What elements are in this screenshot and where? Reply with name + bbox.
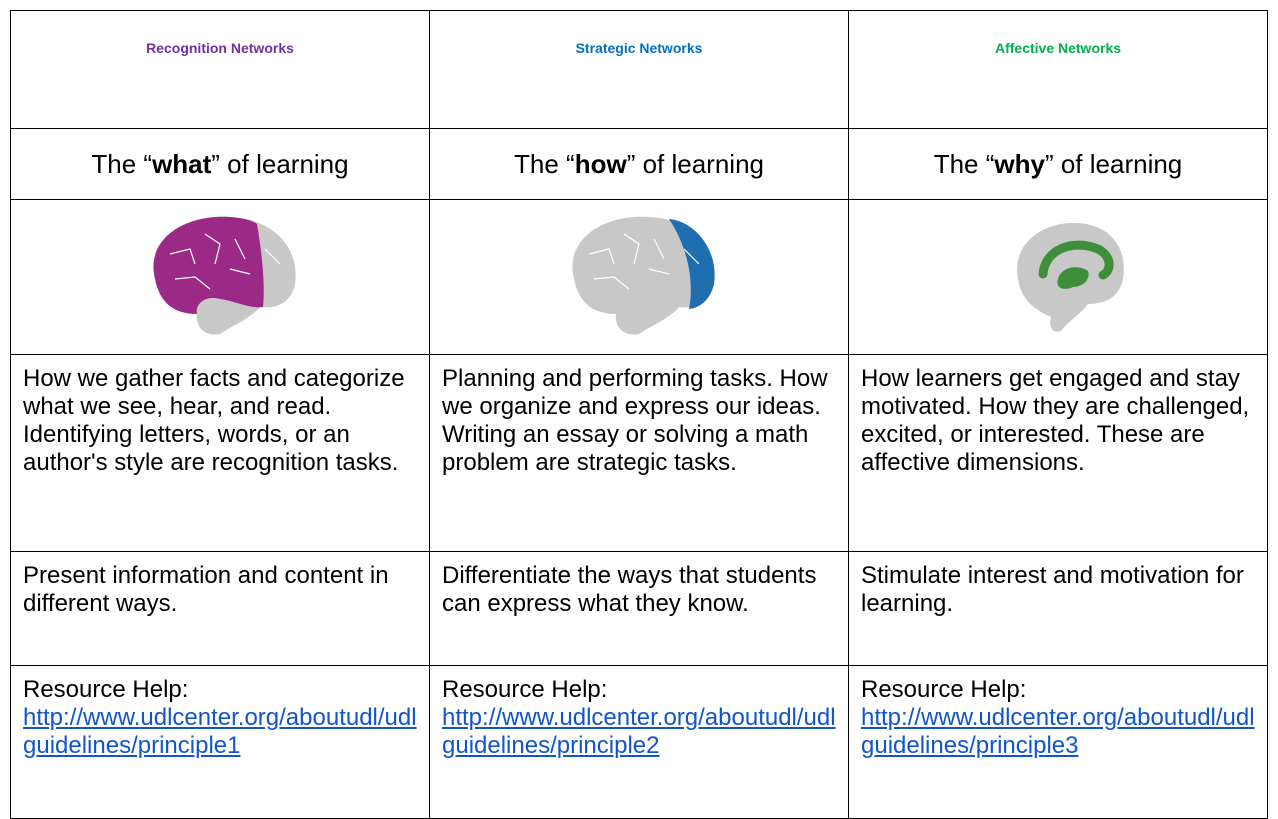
tagline-text: ” of learning bbox=[211, 149, 349, 179]
action-cell: Differentiate the ways that students can… bbox=[429, 551, 849, 666]
image-cell bbox=[429, 199, 849, 355]
tagline-cell: The “what” of learning bbox=[10, 128, 430, 200]
brain-image bbox=[153, 216, 296, 335]
tagline-cell: The “how” of learning bbox=[429, 128, 849, 200]
udl-table: Recognition Networks Strategic Networks Af… bbox=[10, 10, 1268, 819]
header-text: Affective Networks bbox=[994, 40, 1122, 56]
header-cell: Recognition Networks bbox=[10, 10, 430, 129]
brain-sulci bbox=[588, 233, 700, 289]
tagline-text: The “ bbox=[933, 149, 995, 179]
header-row: Recognition Networks Strategic Networks Af… bbox=[10, 10, 1268, 129]
resource-link[interactable]: http://www.udlcenter.org/aboutudl/udlgui… bbox=[442, 704, 836, 759]
image-cell bbox=[10, 199, 430, 355]
resource-label: Resource Help: bbox=[442, 676, 608, 703]
action-cell: Present information and content in diffe… bbox=[10, 551, 430, 666]
resource-row: Resource Help: http://www.udlcenter.org/a… bbox=[10, 665, 1268, 819]
tagline-text: ” of learning bbox=[626, 149, 764, 179]
resource-label: Resource Help: bbox=[861, 676, 1027, 703]
tagline-text: The “ bbox=[91, 149, 153, 179]
brain-region bbox=[1057, 266, 1089, 289]
header-text: Recognition Networks bbox=[146, 40, 294, 56]
action-text: Stimulate interest and motivation for le… bbox=[861, 562, 1244, 617]
resource-label: Resource Help: bbox=[23, 676, 189, 703]
brain-outline bbox=[572, 216, 715, 335]
image-cell bbox=[848, 199, 1268, 355]
description-cell: Planning and performing tasks. How we or… bbox=[429, 354, 849, 552]
header-cell: Strategic Networks bbox=[429, 10, 849, 129]
description-cell: How learners get engaged and stay motiva… bbox=[848, 354, 1268, 552]
tagline-row: The “what” of learning The “how” of learn… bbox=[10, 128, 1268, 200]
action-text: Differentiate the ways that students can… bbox=[442, 562, 817, 617]
resource-cell: Resource Help: http://www.udlcenter.org/a… bbox=[10, 665, 430, 819]
resource-link[interactable]: http://www.udlcenter.org/aboutudl/udlgui… bbox=[23, 704, 417, 759]
header-cell: Affective Networks bbox=[848, 10, 1268, 129]
resource-cell: Resource Help: http://www.udlcenter.org/a… bbox=[848, 665, 1268, 819]
resource-cell: Resource Help: http://www.udlcenter.org/a… bbox=[429, 665, 849, 819]
brain-sulci bbox=[169, 233, 281, 289]
header-text: Strategic Networks bbox=[575, 40, 703, 56]
description-cell: How we gather facts and categorize what … bbox=[10, 354, 430, 552]
brain-image bbox=[1017, 222, 1124, 332]
description-text: How learners get engaged and stay motiva… bbox=[861, 365, 1250, 476]
tagline-cell: The “why” of learning bbox=[848, 128, 1268, 200]
resource-link[interactable]: http://www.udlcenter.org/aboutudl/udlgui… bbox=[861, 704, 1255, 759]
brain-image bbox=[572, 216, 715, 335]
action-row: Present information and content in diffe… bbox=[10, 551, 1268, 666]
brain-region bbox=[1038, 240, 1114, 279]
brain-region bbox=[669, 218, 715, 309]
tagline-bold: how bbox=[574, 149, 627, 179]
description-row: How we gather facts and categorize what … bbox=[10, 354, 1268, 552]
action-cell: Stimulate interest and motivation for le… bbox=[848, 551, 1268, 666]
action-text: Present information and content in diffe… bbox=[23, 562, 389, 617]
tagline-text: The “ bbox=[514, 149, 575, 179]
description-text: How we gather facts and categorize what … bbox=[23, 365, 405, 476]
tagline-bold: why bbox=[994, 149, 1045, 179]
tagline-bold: what bbox=[152, 149, 212, 179]
image-row bbox=[10, 199, 1268, 355]
tagline-text: ” of learning bbox=[1044, 149, 1183, 179]
description-text: Planning and performing tasks. How we or… bbox=[442, 365, 828, 476]
